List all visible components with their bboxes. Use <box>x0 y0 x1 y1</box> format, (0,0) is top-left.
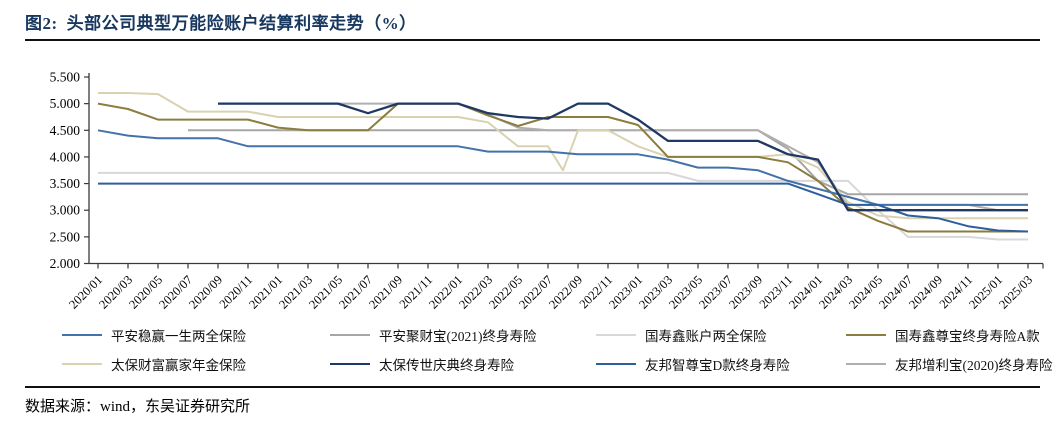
legend-line-swatch <box>330 333 370 337</box>
legend-line-swatch <box>62 362 102 366</box>
data-source: 数据来源：wind，东吴证券研究所 <box>25 399 251 415</box>
legend-line-swatch <box>846 362 886 366</box>
x-tick-label: 2023/09 <box>726 273 765 312</box>
series-line-6 <box>98 182 1029 233</box>
source-divider <box>25 386 1040 388</box>
figure-header: 图2: 头部公司典型万能险账户结算利率走势（%） <box>0 0 1064 34</box>
y-tick-label: 5.500 <box>50 70 81 85</box>
legend-item-3: 国寿鑫尊宝终身寿险A款 <box>846 325 1064 345</box>
legend-item-label: 平安聚财宝(2021)终身寿险 <box>379 329 537 344</box>
series-line-5 <box>218 102 1028 212</box>
legend-item-0: 平安稳赢一生两全保险 <box>62 325 330 345</box>
legend-item-2: 国寿鑫账户两全保险 <box>596 325 846 345</box>
series-line-3 <box>97 102 1028 233</box>
x-tick-label: 2021/09 <box>366 273 405 312</box>
line-chart: 2.000 2.500 3.000 3.500 4.000 4.500 5.000 5.500… <box>50 70 1044 312</box>
legend-item-label: 平安稳赢一生两全保险 <box>111 329 246 344</box>
x-tick-label: 2024/09 <box>906 273 945 312</box>
legend-line-swatch <box>62 333 102 337</box>
legend-item-6: 友邦智尊宝D款终身寿险 <box>596 354 846 374</box>
legend-item-label: 太保财富赢家年金保险 <box>111 358 246 373</box>
legend-line-swatch <box>596 333 636 337</box>
y-tick-label: 3.000 <box>50 203 81 218</box>
legend-item-label: 友邦智尊宝D款终身寿险 <box>645 358 790 373</box>
figure-title: 头部公司典型万能险账户结算利率走势（%） <box>66 14 417 33</box>
legend-item-label: 友邦增利宝(2020)终身寿险 <box>895 358 1053 373</box>
x-tick-label: 2025/03 <box>996 273 1035 312</box>
legend-line-swatch <box>330 362 370 366</box>
y-tick-label: 5.000 <box>50 96 81 111</box>
legend-item-4: 太保财富赢家年金保险 <box>62 354 330 374</box>
series-line-0 <box>97 129 1028 206</box>
legend-line-swatch <box>596 362 636 366</box>
series-line-1 <box>188 129 1028 196</box>
legend-item-label: 国寿鑫账户两全保险 <box>645 329 767 344</box>
title-divider <box>25 39 1040 41</box>
legend-item-7: 友邦增利宝(2020)终身寿险 <box>846 354 1064 374</box>
legend-item-label: 国寿鑫尊宝终身寿险A款 <box>895 329 1040 344</box>
y-tick-label: 4.500 <box>50 123 81 138</box>
legend-line-swatch <box>846 333 886 337</box>
legend-item-label: 太保传世庆典终身寿险 <box>379 358 514 373</box>
x-tick-label: 2022/09 <box>546 273 585 312</box>
legend-item-5: 太保传世庆典终身寿险 <box>330 354 596 374</box>
y-tick-label: 4.000 <box>50 149 81 164</box>
x-tick-label: 2020/09 <box>186 273 225 312</box>
y-tick-label: 3.500 <box>50 176 81 191</box>
y-tick-label: 2.000 <box>50 256 81 271</box>
legend-item-1: 平安聚财宝(2021)终身寿险 <box>330 325 596 345</box>
y-tick-label: 2.500 <box>50 229 81 244</box>
chart-legend: 平安稳赢一生两全保险 平安聚财宝(2021)终身寿险 国寿鑫账户两全保险 国寿鑫尊宝终… <box>62 325 1064 374</box>
figure-label: 图2: <box>25 14 58 33</box>
